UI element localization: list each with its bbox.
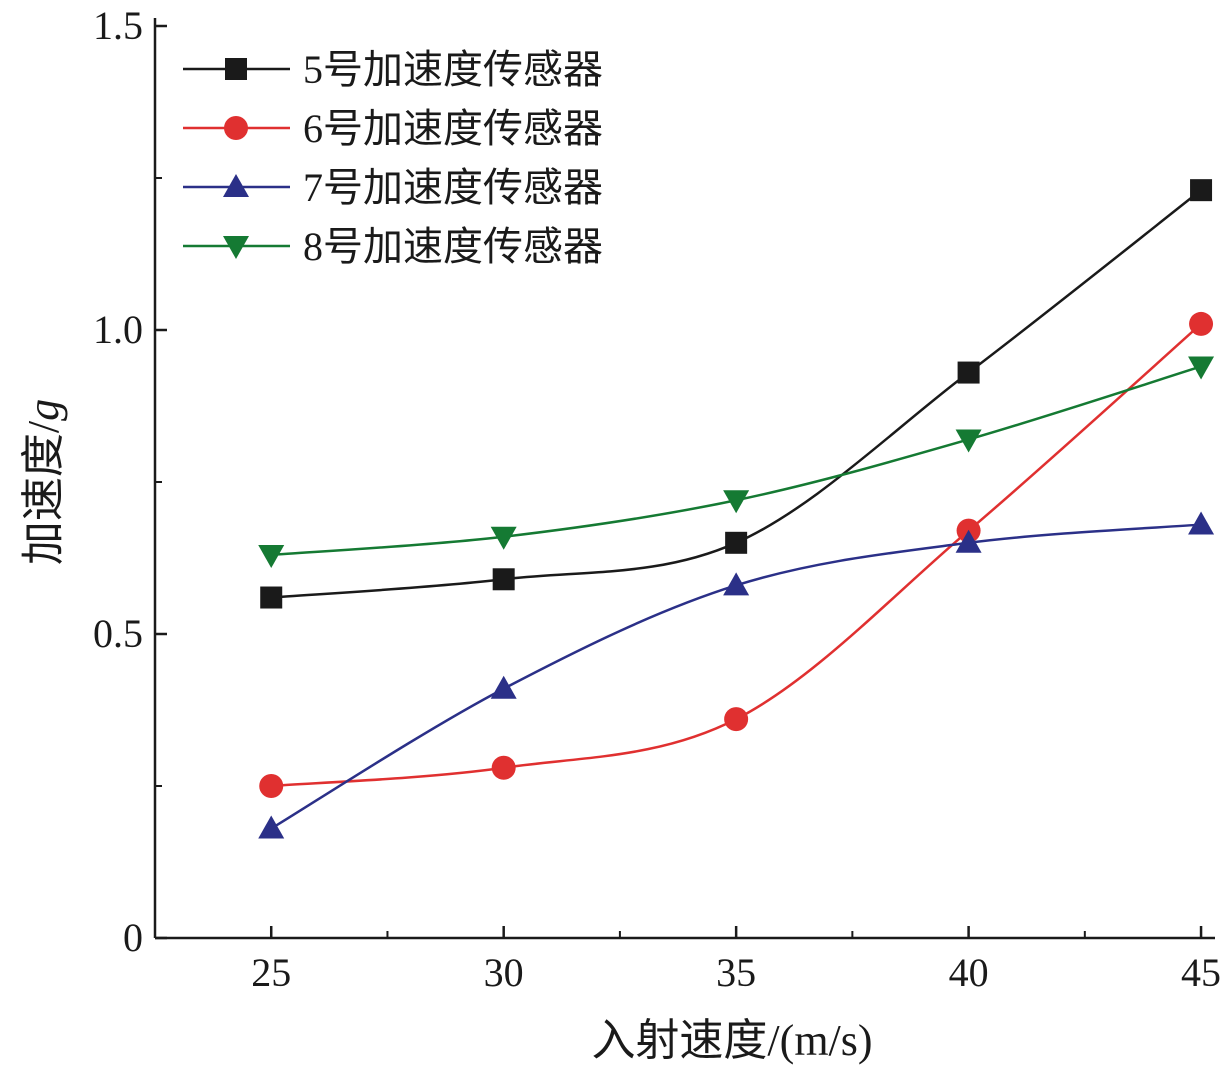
legend-marker	[225, 58, 247, 80]
data-point	[955, 429, 982, 453]
data-point	[1189, 311, 1214, 336]
data-point	[258, 815, 285, 839]
y-axis-label-unit: g	[19, 399, 68, 421]
x-axis-label: 入射速度/(m/s)	[591, 1016, 872, 1065]
legend-item: 5号加速度传感器	[183, 47, 603, 92]
legend: 5号加速度传感器 6号加速度传感器 7号加速度传感器 8号加速度传感器	[183, 47, 603, 269]
data-point	[1190, 179, 1213, 202]
legend-marker	[223, 174, 249, 197]
legend-marker	[224, 116, 248, 140]
x-tick-label: 45	[1181, 950, 1221, 995]
data-point	[491, 755, 516, 780]
data-point	[492, 568, 515, 591]
series-line	[271, 322, 1202, 788]
y-tick-label: 1.0	[93, 307, 143, 352]
y-tick-label: 1.5	[93, 3, 143, 48]
series-line	[271, 365, 1202, 557]
data-point	[258, 544, 285, 568]
y-axis-label: 加速度/g	[19, 399, 68, 565]
data-point	[490, 675, 517, 699]
data-point	[1188, 511, 1215, 535]
series-line	[270, 523, 1202, 830]
x-tick-label: 35	[716, 950, 756, 995]
data-point	[725, 531, 748, 554]
x-tick-label: 30	[484, 950, 524, 995]
legend-label: 5号加速度传感器	[303, 47, 603, 92]
y-tick-label: 0.5	[93, 611, 143, 656]
data-point	[724, 707, 749, 732]
legend-item: 7号加速度传感器	[183, 165, 603, 210]
data-point	[723, 490, 750, 514]
y-axis-label-main: 加速度/	[19, 420, 68, 565]
x-tick-label: 25	[251, 950, 291, 995]
legend-label: 8号加速度传感器	[303, 224, 603, 269]
data-point	[490, 526, 517, 550]
data-point	[259, 774, 284, 798]
series-6	[259, 311, 1214, 798]
series-8	[258, 356, 1215, 568]
data-point	[955, 529, 982, 553]
legend-label: 6号加速度传感器	[303, 106, 603, 151]
series-5	[260, 179, 1213, 609]
legend-label: 7号加速度传感器	[303, 165, 603, 210]
legend-item: 6号加速度传感器	[183, 106, 603, 151]
legend-marker	[223, 236, 249, 259]
axes: 25 30 35 40 45 0 0.5 1.0 1.5	[93, 3, 1221, 995]
series-line	[271, 189, 1202, 599]
data-point	[957, 361, 980, 384]
series-7	[258, 511, 1215, 839]
y-tick-label: 0	[123, 915, 143, 960]
series-group	[258, 179, 1215, 839]
legend-item: 8号加速度传感器	[183, 224, 603, 269]
data-point	[723, 572, 750, 596]
x-tick-label: 40	[949, 950, 989, 995]
data-point	[1188, 356, 1215, 380]
data-point	[260, 586, 283, 609]
